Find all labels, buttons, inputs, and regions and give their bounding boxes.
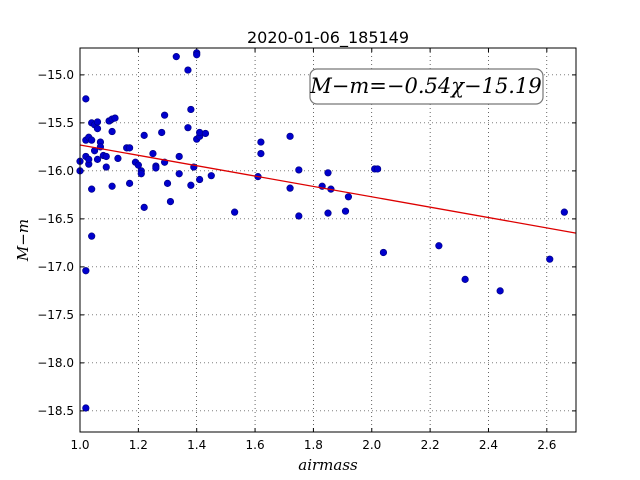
data-point <box>161 111 169 119</box>
data-point <box>149 150 157 158</box>
data-point <box>374 165 382 173</box>
data-point <box>187 105 195 114</box>
data-point <box>140 203 148 211</box>
data-point <box>184 124 192 132</box>
data-point <box>88 232 96 240</box>
data-point <box>257 150 265 158</box>
data-point <box>175 152 183 161</box>
annotation-box <box>309 68 544 105</box>
fit-line-group <box>79 144 577 234</box>
data-point <box>324 169 332 177</box>
data-point <box>196 175 204 184</box>
y-axis-label: M−m <box>14 219 32 262</box>
y-tick-label: −17.5 <box>37 308 74 322</box>
data-point <box>546 255 554 263</box>
y-tick-label: −18.5 <box>37 404 74 418</box>
data-point <box>108 182 116 190</box>
data-point <box>126 144 134 152</box>
data-point <box>193 51 201 59</box>
x-tick-label: 1.0 <box>70 438 89 452</box>
y-tick-label: −16.5 <box>37 212 74 226</box>
x-tick-label: 1.8 <box>304 438 323 452</box>
data-point <box>201 129 210 138</box>
data-point <box>324 209 332 217</box>
chart-title: 2020-01-06_185149 <box>247 28 409 48</box>
data-point <box>435 242 443 250</box>
data-point <box>126 179 134 187</box>
x-tick-label: 2.0 <box>362 438 381 452</box>
data-point <box>344 193 353 201</box>
data-point <box>172 53 180 61</box>
y-tick-label: −15.5 <box>37 116 74 130</box>
data-point <box>231 208 239 216</box>
data-point <box>108 127 116 136</box>
data-point <box>286 184 294 192</box>
data-point <box>257 138 265 146</box>
x-tick-label: 1.6 <box>246 438 265 452</box>
data-point <box>93 155 102 163</box>
data-point <box>93 118 102 126</box>
data-point <box>295 166 303 174</box>
data-point <box>158 128 166 137</box>
data-point <box>82 95 90 103</box>
data-point <box>187 181 195 189</box>
y-tick-label: −18.0 <box>37 356 74 370</box>
data-point <box>341 207 350 215</box>
y-tick-label: −15.0 <box>37 68 74 82</box>
data-point <box>93 125 102 133</box>
data-point <box>88 136 96 144</box>
data-point <box>207 172 215 180</box>
data-point <box>379 248 388 257</box>
data-point <box>295 212 303 220</box>
plot-frame <box>79 47 577 433</box>
data-point <box>152 164 160 172</box>
y-tick-label: −17.0 <box>37 260 74 274</box>
data-point <box>134 161 142 169</box>
fit-line <box>79 144 577 234</box>
data-point <box>163 179 172 187</box>
x-tick-label: 2.6 <box>537 438 556 452</box>
x-tick-label: 1.2 <box>129 438 148 452</box>
x-axis-ticks: 1.0 1.2 1.4 1.6 1.8 2.0 2.2 2.4 2.6 <box>70 48 556 452</box>
annotation-text: M−m=−0.54χ−15.19 <box>309 74 541 98</box>
x-tick-label: 2.4 <box>479 438 498 452</box>
data-point <box>196 128 204 137</box>
data-point <box>496 287 504 295</box>
data-point <box>111 114 119 122</box>
y-tick-label: −16.0 <box>37 164 74 178</box>
data-point <box>166 198 175 206</box>
plot-area <box>80 48 576 432</box>
x-tick-label: 1.4 <box>187 438 206 452</box>
data-point <box>114 154 122 162</box>
data-point <box>82 404 90 412</box>
data-point <box>461 275 469 283</box>
data-point <box>102 152 110 161</box>
x-axis-label: airmass <box>298 456 358 474</box>
data-point <box>102 163 110 171</box>
data-point <box>184 66 192 74</box>
data-point <box>88 185 96 193</box>
x-tick-label: 2.2 <box>421 438 440 452</box>
y-axis-ticks: −15.0 −15.5 −16.0 −16.5 −17.0 −17.5 −18.0 −18.5 <box>37 68 576 418</box>
equation-annotation: M−m=−0.54χ−15.19 <box>309 68 544 105</box>
data-point <box>137 170 145 178</box>
data-point <box>82 267 90 275</box>
data-points <box>76 49 568 412</box>
data-point <box>85 155 93 163</box>
data-point <box>286 132 294 140</box>
data-point <box>175 170 183 178</box>
data-point <box>560 208 568 216</box>
data-point <box>140 131 148 139</box>
